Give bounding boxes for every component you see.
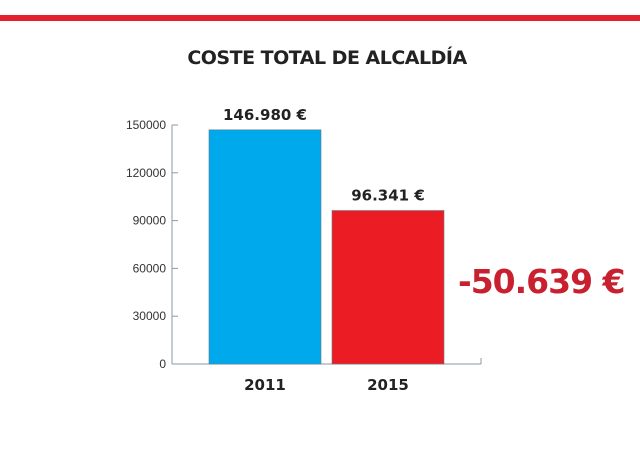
data-label: 96.341 €	[351, 186, 425, 204]
bar-2015	[331, 210, 445, 365]
x-tick-label: 2015	[367, 376, 409, 394]
difference-annotation: -50.639 €	[458, 262, 625, 301]
bar-2011	[208, 129, 322, 365]
chart-title: COSTE TOTAL DE ALCALDÍA	[187, 47, 467, 69]
x-tick-label: 2011	[244, 376, 286, 394]
y-tick-label: 150000	[126, 118, 166, 132]
top-red-bar	[0, 15, 640, 21]
y-tick-label: 90000	[133, 214, 167, 228]
data-label: 146.980 €	[223, 106, 307, 124]
y-tick-label: 30000	[133, 309, 167, 323]
y-tick-label: 60000	[133, 261, 167, 275]
y-tick-label: 120000	[126, 166, 166, 180]
y-tick-label: 0	[159, 357, 166, 371]
